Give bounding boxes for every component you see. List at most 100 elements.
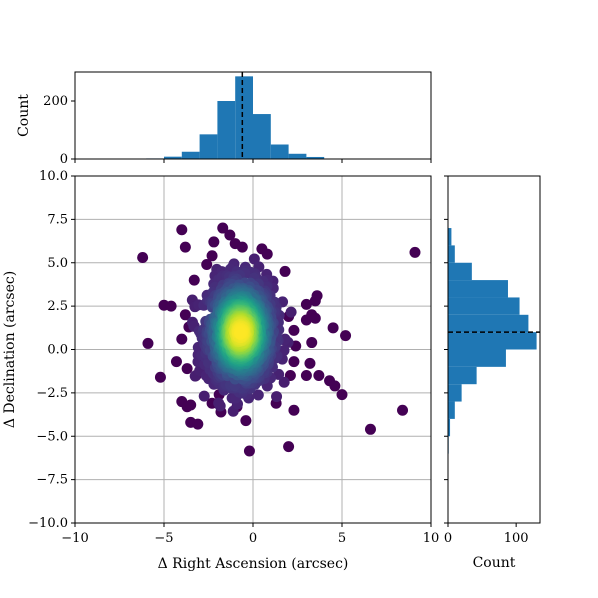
scatter-ytick-label: −10.0 [28,516,68,531]
right-histogram-frame [447,175,541,524]
scatter-ytick-label: 7.5 [47,212,68,227]
scatter-point [336,389,348,401]
right-xtick-label: 0 [444,531,452,546]
right-histogram-bar [448,349,506,367]
right-histogram-bar [448,262,472,281]
top-histogram-panel: 0 200 Count [16,71,432,167]
scatter-ytick-label: 5.0 [47,256,68,271]
top-ytick-label: 200 [43,94,68,109]
scatter-point [165,300,177,312]
top-histogram-ylabel: Count [16,94,32,137]
right-xtick-label: 100 [504,531,529,546]
top-histogram-bar [288,153,307,159]
scatter-point [198,390,210,402]
scatter-point [288,356,300,368]
scatter-point [288,324,300,336]
scatter-point [192,418,204,430]
right-histogram-bar [448,297,520,315]
scatter-point [154,371,166,383]
scatter-point [181,363,193,375]
scatter-point [340,330,352,342]
scatter-xtick-label: 10 [423,531,440,546]
scatter-point [179,309,191,321]
scatter-point [234,326,246,338]
right-histogram-bar [448,366,477,385]
scatter-panel: −10 −5 0 5 10 −10.0 −7.5 −5.0 −2.5 0.0 2.5 5.0 7.5 10… [2,169,439,572]
right-histogram-bars [448,228,537,454]
scatter-ytick-label: −7.5 [36,473,68,488]
scatter-point [142,337,154,349]
scatter-point [279,265,291,277]
top-histogram-ticks: 0 200 [43,94,432,167]
scatter-frame [74,175,432,524]
top-histogram-bar [199,134,218,159]
scatter-point [306,337,318,349]
scatter-point [188,274,200,286]
top-histogram-bar [253,114,271,159]
scatter-point [206,250,218,262]
scatter-point [397,404,409,416]
scatter-ytick-label: 0.0 [47,343,68,358]
scatter-point [236,241,248,253]
scatter-point [327,322,339,334]
right-histogram-bar [448,245,455,263]
scatter-point [409,246,421,258]
top-ytick-label: 0 [60,152,68,167]
scatter-point [224,229,236,241]
scatter-xtick-label: −10 [61,531,88,546]
scatter-point [240,415,252,427]
top-histogram-bar [306,156,325,159]
scatter-point [309,295,321,307]
top-histogram-frame [74,71,432,160]
scatter-point [208,236,220,248]
scatter-point [313,370,325,382]
scatter-point [176,333,188,345]
scatter-point [252,389,264,401]
scatter-point [261,248,273,260]
top-histogram-bar [164,156,182,159]
scatter-ticks: −10 −5 0 5 10 −10.0 −7.5 −5.0 −2.5 0.0 2.5 5.0 7.5 10… [28,169,439,546]
right-histogram-bar [448,332,537,350]
scatter-point [201,258,213,270]
scatter-point [329,380,341,392]
scatter-ytick-label: 2.5 [47,299,68,314]
right-histogram-bar [448,228,452,246]
scatter-ytick-label: −5.0 [36,429,68,444]
scatter-xtick-label: 5 [338,531,346,546]
right-histogram-bar [448,280,508,298]
top-histogram-bars [146,76,342,159]
scatter-point [170,356,182,368]
top-histogram-bar [235,76,253,159]
scatter-ytick-label: 10.0 [39,169,68,184]
scatter-point [213,397,225,409]
right-histogram-bar [448,314,529,333]
scatter-point [300,370,312,382]
scatter-point [285,306,297,318]
scatter-point [243,445,255,457]
scatter-point [278,376,290,388]
scatter-point [176,224,188,236]
right-histogram-bar [448,401,455,419]
top-histogram-bar [181,151,200,159]
scatter-point [217,222,229,234]
scatter-point [185,399,197,411]
scatter-point [137,252,149,264]
right-histogram-bar [448,418,451,437]
scatter-point [271,391,283,403]
right-histogram-panel: 0 100 Count [444,175,541,571]
right-histogram-bar [448,384,462,402]
top-histogram-bar [270,144,289,159]
scatter-point [300,298,312,310]
scatter-ylabel: Δ Declination (arcsec) [2,271,18,428]
scatter-xtick-label: 0 [249,531,257,546]
right-histogram-xlabel: Count [473,555,516,571]
scatter-point [179,241,191,253]
scatter-point [288,404,300,416]
scatter-point [283,441,295,453]
scatter-xlabel: Δ Right Ascension (arcsec) [158,556,349,572]
top-histogram-bar [217,101,236,159]
scatter-point [304,357,316,369]
scatter-point [364,423,376,435]
scatter-ytick-label: −2.5 [36,386,68,401]
